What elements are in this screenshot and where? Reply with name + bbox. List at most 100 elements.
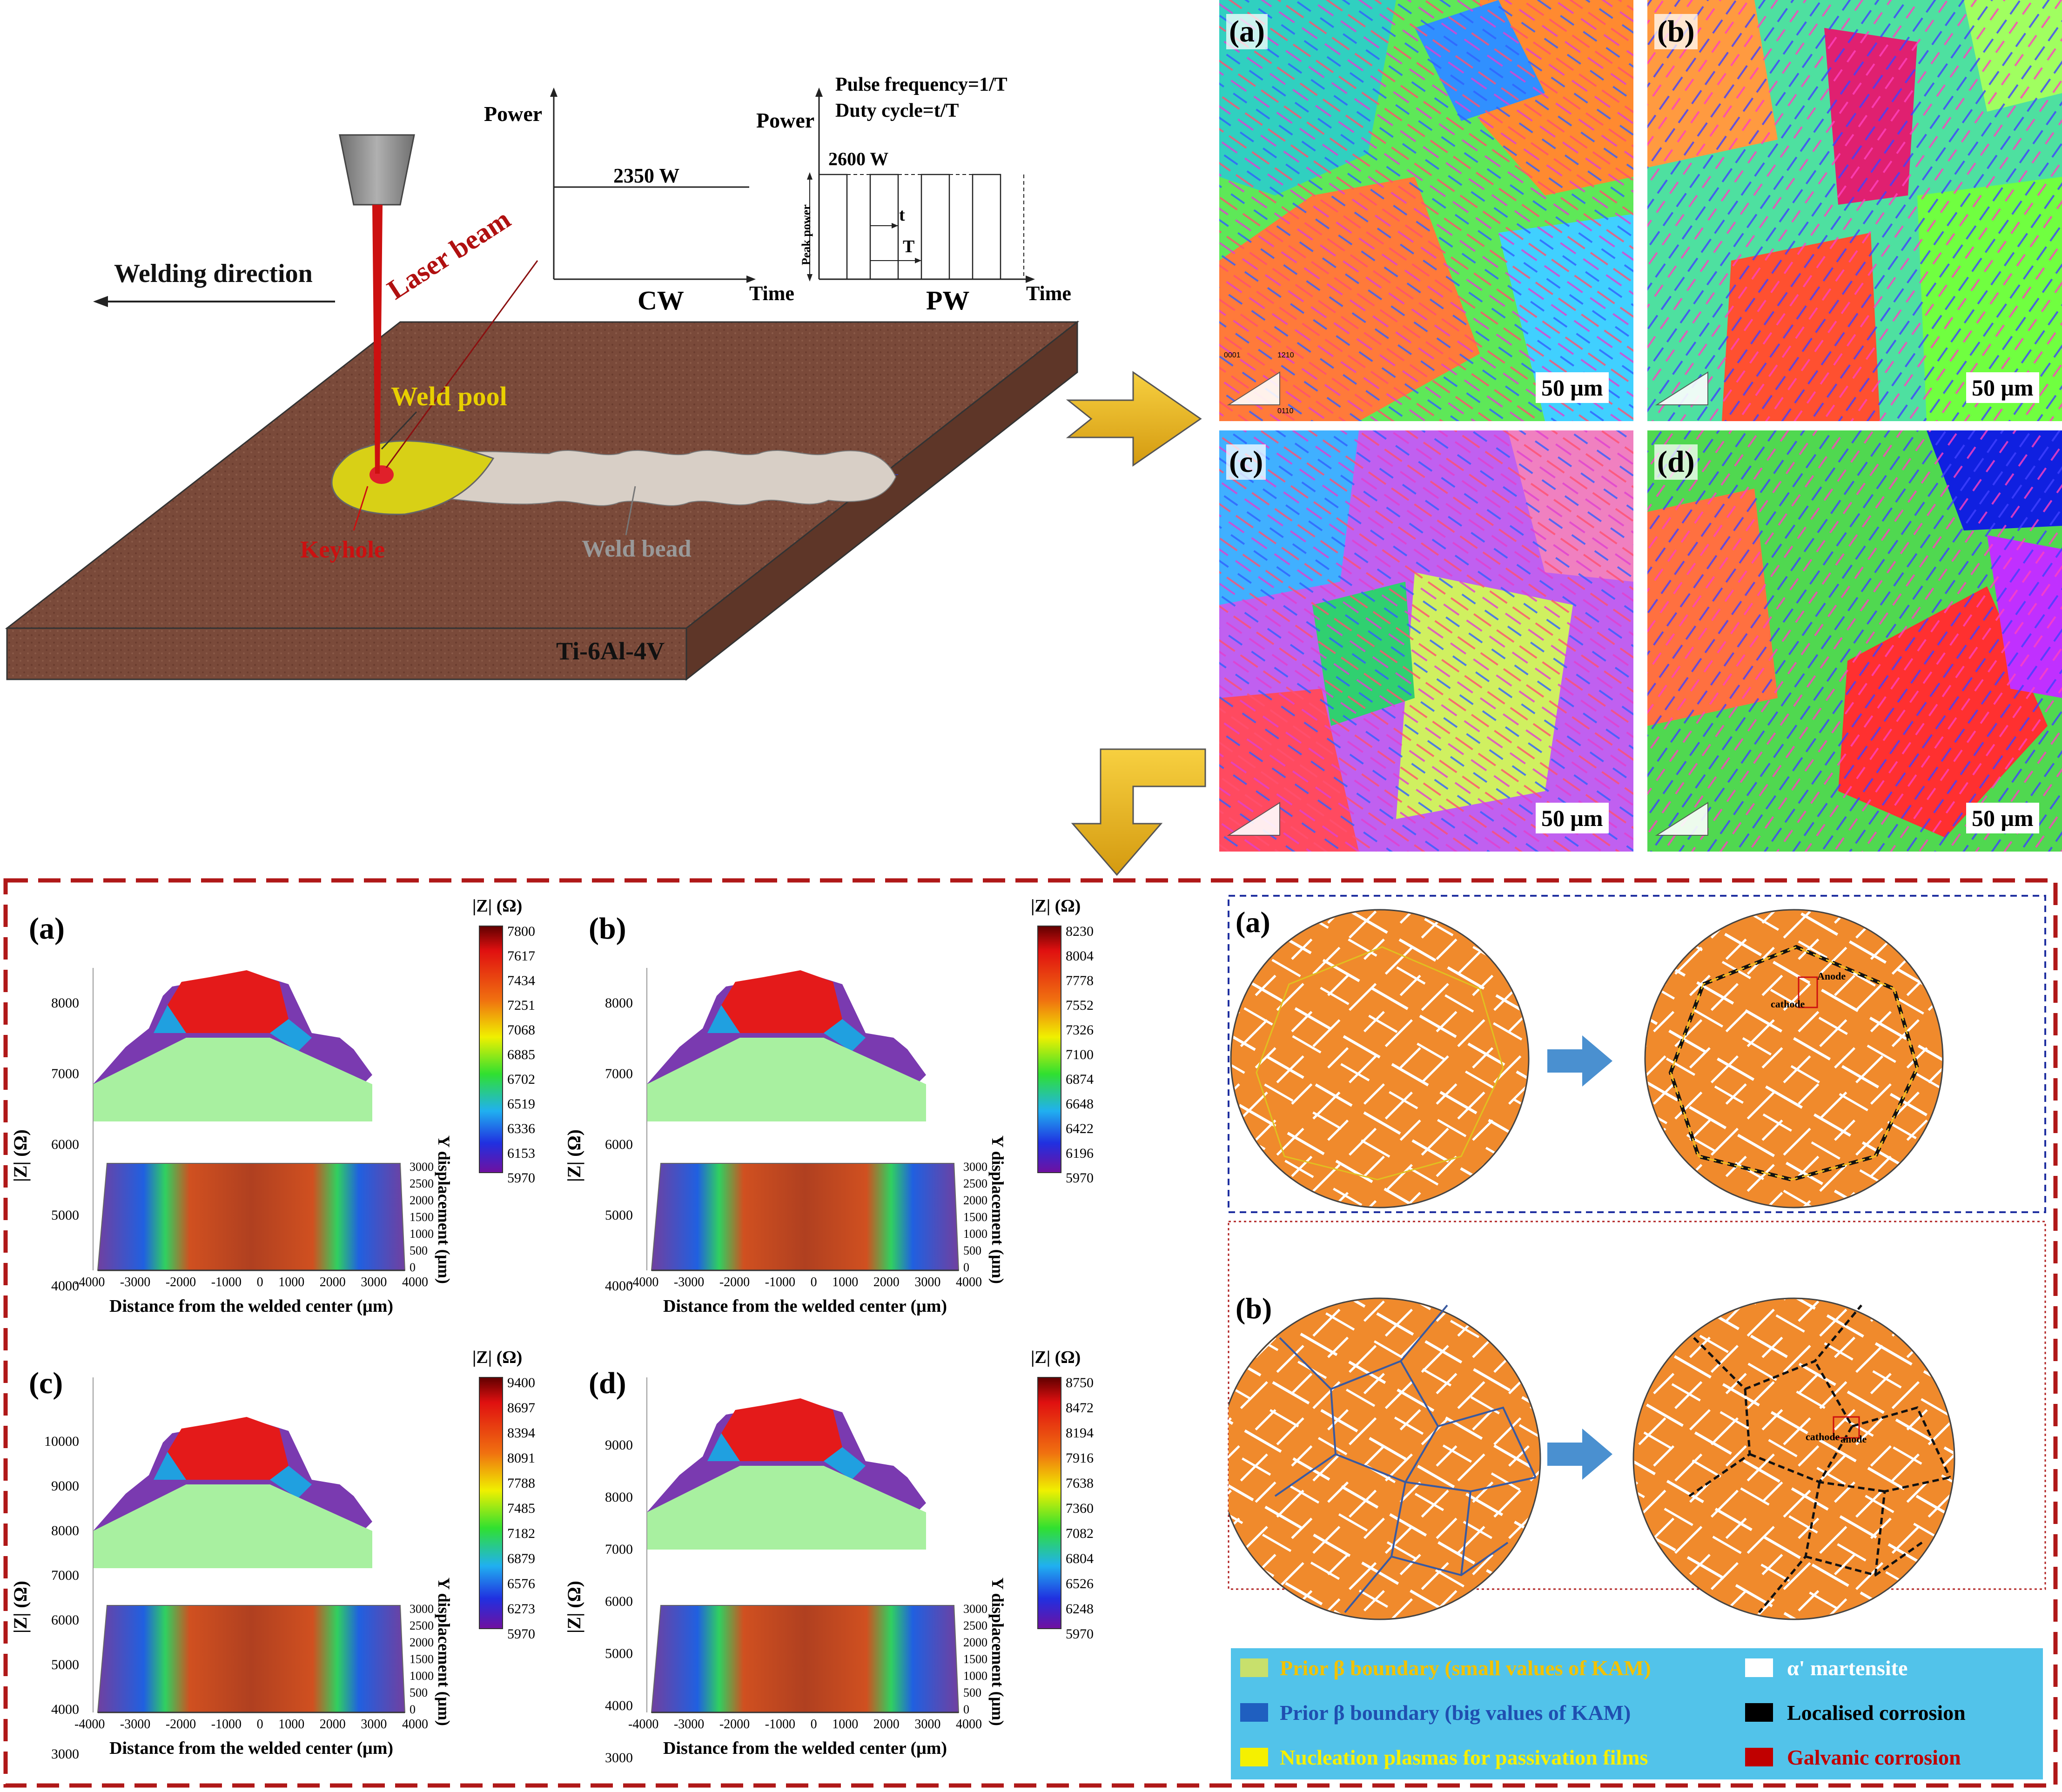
z-tick: 8000 [51, 995, 79, 1011]
x-tick: -4000 [74, 1717, 105, 1732]
weld-pool [331, 440, 495, 515]
welding-direction-label: Welding direction [114, 259, 313, 288]
x-tick: 2000 [873, 1717, 900, 1732]
corrosion-label-b: (b) [1236, 1292, 1272, 1325]
cbar-tick: 5970 [1066, 1170, 1094, 1186]
pw-peak-label: Peak power [799, 204, 813, 265]
cbar-tick: 6874 [1066, 1072, 1094, 1087]
cbar-tick: 6576 [507, 1576, 535, 1591]
y-tick: 2000 [963, 1636, 987, 1649]
x-ticks-d: -4000 -3000 -2000 -1000 0 1000 2000 3000 4000 [628, 1717, 982, 1732]
z-tick: 6000 [51, 1137, 79, 1152]
ebsd-scale-b: 50 μm [1966, 372, 2039, 403]
x-tick: -4000 [628, 1717, 659, 1732]
pw-T-label: T [903, 237, 915, 256]
y-tick: 3000 [963, 1602, 987, 1616]
y-axis-label-c: Y displacement (μm) [435, 1577, 453, 1726]
legend-swatch-big-kam [1240, 1703, 1268, 1722]
z-tick: 8000 [51, 1523, 79, 1538]
ebsd-map-b [1647, 0, 2062, 421]
colorbar-ticks-d: 8750 8472 8194 7916 7638 7360 7082 6804 … [1066, 1370, 1094, 1647]
colorbar-title-c: |Z| (Ω) [472, 1348, 523, 1367]
z-tick: 3000 [605, 1750, 633, 1765]
cbar-tick: 5970 [1066, 1626, 1094, 1642]
z-tick: 6000 [51, 1612, 79, 1628]
y-tick: 2000 [410, 1636, 434, 1649]
cbar-tick: 7485 [507, 1501, 535, 1516]
plate-side [685, 320, 1078, 681]
impedance-plot-b [646, 926, 1061, 1271]
cbar-tick: 6273 [507, 1601, 535, 1617]
pw-ylabel: Power [756, 108, 815, 132]
y-tick: 0 [410, 1703, 416, 1716]
z-tick: 4000 [51, 1278, 79, 1294]
laser-beam [372, 205, 383, 474]
z-tick: 6000 [605, 1594, 633, 1609]
cw-power-graph [550, 87, 756, 283]
x-tick: -3000 [120, 1275, 151, 1289]
z-tick: 6000 [605, 1137, 633, 1152]
x-tick: -1000 [211, 1717, 242, 1732]
x-tick: 3000 [914, 1275, 941, 1289]
weld-pool-label: Weld pool [391, 381, 507, 411]
cbar-tick: 8394 [507, 1425, 535, 1441]
cbar-tick: 8004 [1066, 948, 1094, 964]
x-axis-label-c: Distance from the welded center (μm) [109, 1738, 394, 1758]
y-tick: 2000 [410, 1194, 434, 1207]
cbar-tick: 6526 [1066, 1576, 1094, 1591]
weld-bead [418, 450, 897, 506]
ebsd-map-a [1219, 0, 1633, 421]
z-axis-label-b: |Z| (Ω) [564, 1129, 584, 1182]
cw-xlabel: Time [749, 282, 794, 305]
z-axis-label-d: |Z| (Ω) [564, 1581, 584, 1633]
x-tick: 1000 [278, 1717, 305, 1732]
legend-text-localised: Localised corrosion [1787, 1701, 1966, 1725]
y-tick: 1000 [963, 1669, 987, 1683]
x-axis-label-d: Distance from the welded center (μm) [663, 1738, 947, 1758]
impedance-plot-d [646, 1377, 1061, 1713]
ebsd-label-d: (d) [1654, 444, 1698, 480]
ebsd-map-c [1219, 430, 1633, 852]
impedance-label-a: (a) [29, 912, 65, 946]
cbar-tick: 8472 [1066, 1400, 1094, 1416]
ebsd-label-a: (a) [1226, 14, 1268, 49]
y-tick: 500 [963, 1244, 981, 1257]
z-ticks-b: 8000 7000 6000 5000 4000 [591, 968, 633, 1322]
cbar-tick: 7182 [507, 1526, 535, 1541]
legend: Prior β boundary (small values of KAM) α… [1231, 1648, 2043, 1779]
z-tick: 8000 [605, 1490, 633, 1505]
cbar-tick: 7800 [507, 924, 535, 939]
pw-mode-label: PW [926, 285, 970, 315]
welding-schematic [5, 134, 1080, 681]
y-ticks-a: 3000 2500 2000 1500 1000 500 0 [410, 1159, 434, 1276]
cbar-tick: 6804 [1066, 1551, 1094, 1566]
cbar-tick: 6885 [507, 1047, 535, 1062]
ebsd-scale-a: 50 μm [1536, 372, 1609, 403]
legend-text-small-kam: Prior β boundary (small values of KAM) [1280, 1656, 1651, 1680]
impedance-plot-a [93, 926, 503, 1271]
colorbar-title-d: |Z| (Ω) [1031, 1348, 1081, 1367]
x-tick: -2000 [165, 1275, 196, 1289]
pw-t-label: t [899, 205, 905, 225]
x-ticks-b: -4000 -3000 -2000 -1000 0 1000 2000 3000 4000 [628, 1275, 982, 1290]
x-axis-label-b: Distance from the welded center (μm) [663, 1296, 947, 1316]
ipf-legends [1227, 371, 1708, 836]
cbar-tick: 7552 [1066, 998, 1094, 1013]
z-tick: 5000 [51, 1657, 79, 1672]
impedance-plot-c [93, 1377, 503, 1713]
ebsd-label-b: (b) [1654, 14, 1698, 49]
anode-label-b: anode [1840, 1433, 1867, 1445]
x-tick: -2000 [719, 1275, 750, 1289]
z-tick: 7000 [605, 1542, 633, 1557]
ebsd-scale-d: 50 μm [1966, 803, 2039, 833]
ipf-label-0001-a: 0001 [1224, 351, 1241, 359]
grain-circle-a-left [1230, 909, 1530, 1208]
y-tick: 1500 [410, 1652, 434, 1666]
y-tick: 2500 [963, 1177, 987, 1190]
x-axis-label-a: Distance from the welded center (μm) [109, 1296, 394, 1316]
y-tick: 1500 [963, 1652, 987, 1666]
cbar-tick: 7082 [1066, 1526, 1094, 1541]
cbar-tick: 8230 [1066, 924, 1094, 939]
z-tick: 8000 [605, 995, 633, 1011]
arrow-down [1071, 748, 1206, 876]
